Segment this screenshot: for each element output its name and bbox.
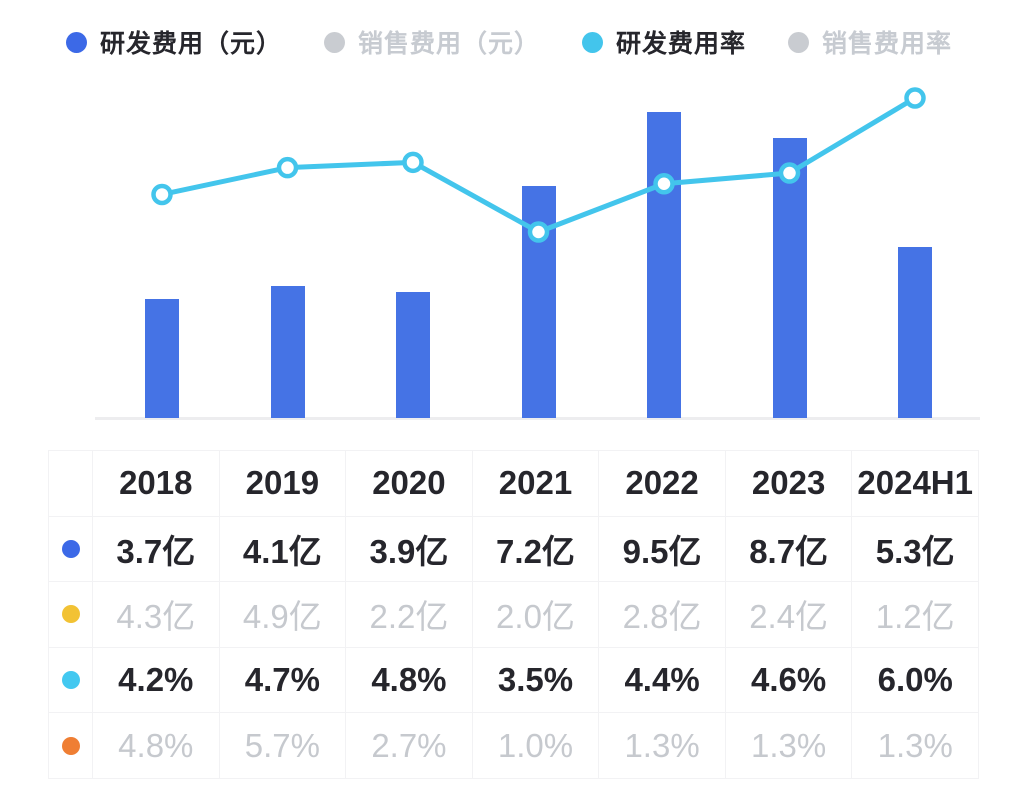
- bar-2020: [396, 292, 430, 418]
- legend-item-label: 研发费用率: [616, 30, 747, 58]
- table-cell: 4.9亿: [219, 582, 347, 648]
- table-cell: 2.8亿: [599, 582, 726, 648]
- legend-item-label: 研发费用（元）: [100, 30, 283, 58]
- series-dot-icon: [61, 736, 80, 755]
- legend-item-label: 销售费用率: [822, 30, 953, 58]
- legend-dot-icon: [582, 31, 604, 53]
- table-cell: 5.3亿: [852, 516, 979, 583]
- rate-point-2018: [151, 183, 173, 206]
- table-header-2018: 2018: [93, 451, 220, 517]
- rate-line-layer: [151, 87, 926, 243]
- table-row-dot-cell: [49, 713, 93, 779]
- table-row-dot-cell: [49, 582, 93, 648]
- table-cell: 1.3%: [599, 713, 726, 779]
- table-header-2020: 2020: [346, 451, 473, 517]
- table-corner-cell: [49, 451, 93, 517]
- table-header-2024H1: 2024H1: [852, 451, 979, 517]
- bar-2024H1: [898, 247, 932, 418]
- table-cell: 4.7%: [219, 647, 347, 714]
- legend: 研发费用（元） 销售费用（元） 研发费用率 销售费用率: [66, 24, 952, 60]
- table-cell: 4.3亿: [93, 582, 220, 648]
- table-cell: 5.7%: [219, 713, 347, 779]
- combo-chart: [95, 87, 980, 420]
- rate-point-2022: [653, 173, 675, 195]
- legend-item-2[interactable]: 销售费用（元）: [324, 24, 540, 60]
- table-cell: 4.1亿: [219, 516, 347, 583]
- legend-item-4[interactable]: 销售费用率: [788, 24, 952, 60]
- legend-item-1[interactable]: 研发费用（元）: [66, 24, 282, 60]
- bar-2022: [647, 112, 681, 418]
- table-cell: 4.8%: [346, 647, 473, 714]
- table-cell: 4.2%: [93, 647, 220, 714]
- table-header-2021: 2021: [472, 451, 600, 517]
- table-cell: 8.7亿: [725, 516, 853, 583]
- table-header-2019: 2019: [219, 451, 347, 517]
- table-cell: 3.7亿: [93, 516, 220, 583]
- table-cell: 1.0%: [472, 713, 600, 779]
- series-dot-icon: [61, 605, 80, 624]
- table-cell: 4.6%: [725, 647, 853, 714]
- table-cell: 4.4%: [599, 647, 726, 714]
- rate-point-2021: [527, 221, 550, 243]
- legend-item-3[interactable]: 研发费用率: [582, 24, 746, 60]
- series-dot-icon: [61, 539, 80, 558]
- table-cell: 6.0%: [852, 647, 979, 714]
- data-table: 2018 2019 2020 2021 2022 2023 2024H1 3.7亿 4.1亿 3.…: [48, 450, 979, 779]
- rate-point-2020: [402, 151, 424, 174]
- table-cell: 1.3%: [852, 713, 979, 779]
- table-cell: 2.7%: [346, 713, 473, 779]
- rate-point-2024H1: [904, 87, 926, 109]
- table-header-2023: 2023: [725, 451, 853, 517]
- table-cell: 3.5%: [472, 647, 600, 714]
- x-axis-line: [95, 417, 980, 420]
- legend-dot-icon: [788, 31, 810, 53]
- legend-dot-icon: [324, 31, 346, 53]
- table-cell: 1.3%: [725, 713, 853, 779]
- table-row-dot-cell: [49, 516, 93, 583]
- table-cell: 9.5亿: [599, 516, 726, 583]
- bar-2023: [772, 137, 807, 418]
- series-dot-icon: [61, 671, 80, 690]
- table-row-dot-cell: [49, 647, 93, 714]
- table-cell: 3.9亿: [346, 516, 473, 583]
- bar-2018: [145, 298, 179, 418]
- rate-line: [159, 95, 918, 235]
- bar-2019: [270, 285, 305, 418]
- legend-dot-icon: [66, 31, 87, 53]
- table-cell: 2.2亿: [346, 582, 473, 648]
- rate-point-2019: [276, 156, 299, 179]
- legend-item-label: 销售费用（元）: [358, 30, 541, 58]
- table-cell: 4.8%: [93, 713, 220, 779]
- table-cell: 7.2亿: [472, 516, 600, 583]
- table-cell: 2.0亿: [472, 582, 600, 648]
- table-cell: 2.4亿: [725, 582, 853, 648]
- table-cell: 1.2亿: [852, 582, 979, 648]
- rate-point-2023: [778, 162, 801, 184]
- table-header-2022: 2022: [599, 451, 726, 517]
